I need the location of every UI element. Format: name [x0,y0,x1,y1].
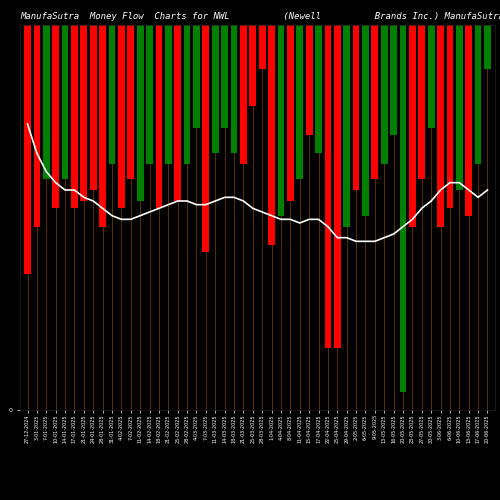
Bar [156,25,162,208]
Bar [315,25,322,154]
Bar [268,25,275,245]
Bar [428,25,434,128]
Bar [409,25,416,226]
Bar [278,25,284,216]
Bar [165,25,172,164]
Bar [118,25,125,208]
Text: ManufaSutra  Money Flow  Charts for NWL          (Newell          Brands Inc.) M: ManufaSutra Money Flow Charts for NWL (N… [20,12,500,22]
Bar [212,25,218,154]
Bar [296,25,303,179]
Bar [250,25,256,105]
Bar [222,25,228,128]
Bar [352,25,360,190]
Bar [137,25,143,201]
Bar [128,25,134,179]
Bar [259,25,266,69]
Bar [372,25,378,179]
Bar [456,25,462,190]
Bar [344,25,350,226]
Bar [34,25,40,226]
Bar [43,25,50,179]
Bar [306,25,312,135]
Bar [24,25,31,274]
Bar [202,25,209,252]
Bar [474,25,482,164]
Bar [466,25,472,216]
Bar [324,25,332,347]
Bar [240,25,247,164]
Bar [99,25,106,226]
Bar [146,25,153,164]
Bar [418,25,425,179]
Bar [80,25,87,201]
Bar [334,25,340,347]
Bar [381,25,388,164]
Bar [437,25,444,226]
Bar [390,25,397,135]
Bar [52,25,59,208]
Bar [90,25,96,190]
Bar [174,25,181,201]
Bar [184,25,190,164]
Bar [193,25,200,128]
Bar [446,25,454,208]
Bar [71,25,78,208]
Bar [287,25,294,201]
Bar [362,25,369,216]
Bar [230,25,237,154]
Bar [108,25,116,164]
Bar [400,25,406,392]
Bar [484,25,491,69]
Bar [62,25,68,179]
